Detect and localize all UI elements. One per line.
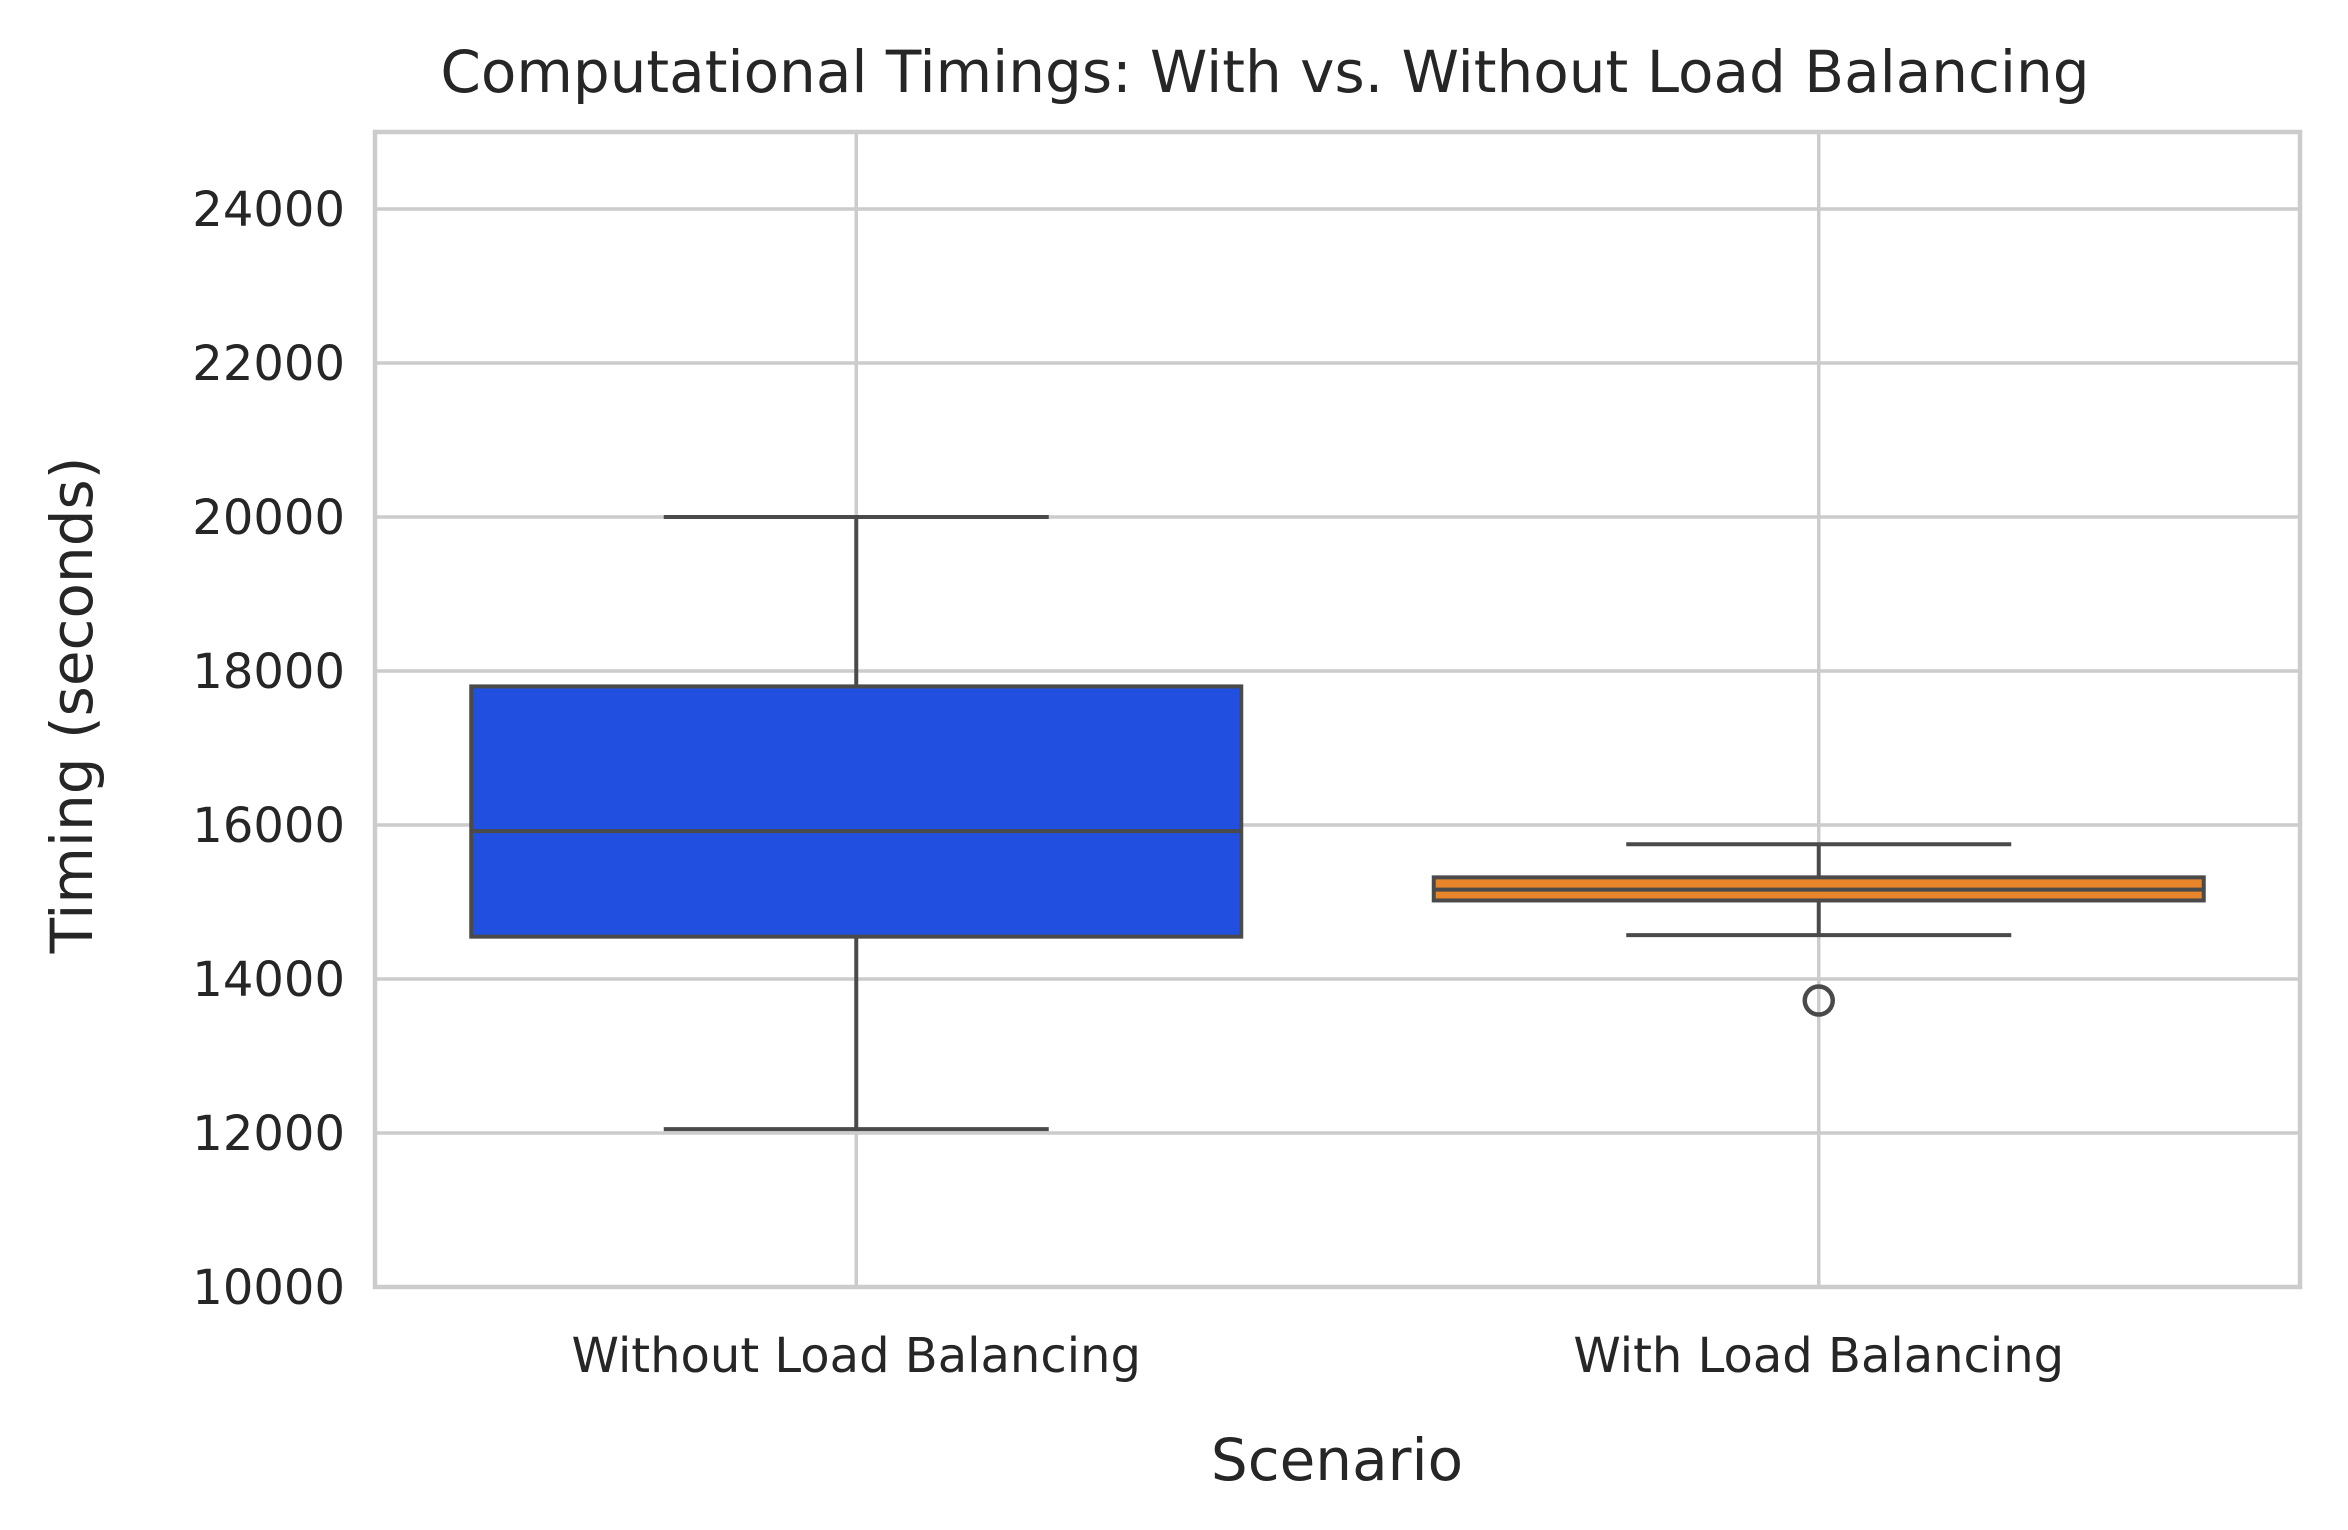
y-tick-label: 24000 [192, 182, 345, 238]
y-tick-label: 18000 [192, 644, 345, 700]
y-tick-label: 12000 [192, 1106, 345, 1162]
y-tick-label: 14000 [192, 952, 345, 1008]
y-tick-label: 20000 [192, 490, 345, 546]
y-tick-label: 10000 [192, 1260, 345, 1316]
box-group [469, 515, 1244, 1132]
y-tick-label: 22000 [192, 336, 345, 392]
x-tick-label: With Load Balancing [1573, 1328, 2064, 1384]
y-axis-label: Timing (seconds) [38, 457, 106, 955]
box-group [1431, 842, 2206, 1017]
x-axis-label: Scenario [1211, 1426, 1463, 1494]
box-layer [469, 515, 2206, 1132]
x-tick-label: Without Load Balancing [572, 1328, 1141, 1384]
iqr-box [469, 684, 1244, 939]
chart-title: Computational Timings: With vs. Without … [440, 38, 2089, 106]
plot-frame [372, 129, 2303, 1290]
y-tick-label: 16000 [192, 798, 345, 854]
tick-layer: 10000 12000 14000 16000 18000 20000 22000 24000… [192, 182, 2064, 1384]
outlier-point [1802, 984, 1835, 1017]
